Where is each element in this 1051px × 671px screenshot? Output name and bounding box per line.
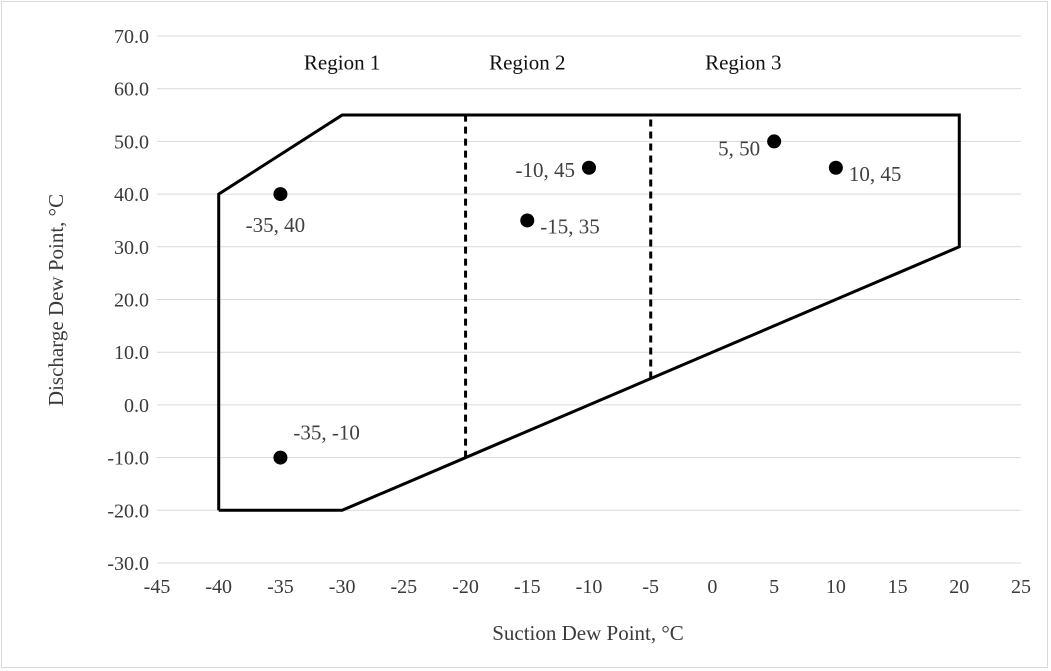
x-tick-label: -15 bbox=[514, 576, 541, 598]
y-tick-label: 40.0 bbox=[114, 184, 149, 206]
x-tick-label: 10 bbox=[826, 576, 846, 598]
x-tick-label: -25 bbox=[391, 576, 418, 598]
x-tick-label: 20 bbox=[949, 576, 969, 598]
y-tick-label: 70.0 bbox=[114, 26, 149, 48]
data-point bbox=[520, 213, 535, 228]
y-tick-label: -20.0 bbox=[107, 500, 149, 522]
x-tick-label: 0 bbox=[707, 576, 717, 598]
y-tick-label: 60.0 bbox=[114, 79, 149, 101]
x-tick-label: -45 bbox=[144, 576, 171, 598]
y-tick-label: 20.0 bbox=[114, 290, 149, 312]
x-tick-label: -20 bbox=[452, 576, 479, 598]
data-point-label: -35, 40 bbox=[246, 213, 306, 237]
y-tick-label: 10.0 bbox=[114, 342, 149, 364]
region-dividers bbox=[464, 115, 653, 458]
data-point bbox=[828, 160, 843, 175]
region-label: Region 3 bbox=[705, 50, 781, 74]
envelope bbox=[217, 113, 961, 512]
y-tick-label: 50.0 bbox=[114, 131, 149, 153]
data-point-label: -35, -10 bbox=[293, 421, 360, 445]
x-tick-label: -40 bbox=[205, 576, 232, 598]
x-tick-label: -5 bbox=[642, 576, 659, 598]
x-tick-label: 25 bbox=[1011, 576, 1031, 598]
x-tick-label: 5 bbox=[769, 576, 779, 598]
region-label: Region 2 bbox=[489, 50, 565, 74]
data-point-label: 5, 50 bbox=[718, 136, 760, 160]
data-point bbox=[767, 134, 782, 149]
x-axis-title: Suction Dew Point, °C bbox=[492, 621, 684, 645]
data-point bbox=[273, 187, 288, 202]
x-tick-label: -10 bbox=[576, 576, 603, 598]
data-point bbox=[582, 160, 596, 175]
region-labels: Region 1 Region 2 Region 3 bbox=[304, 50, 782, 74]
data-point-label: -10, 45 bbox=[516, 158, 576, 182]
y-axis-title: Discharge Dew Point, °C bbox=[44, 194, 68, 406]
x-tick-label: -35 bbox=[267, 576, 294, 598]
region-label: Region 1 bbox=[304, 50, 380, 74]
x-axis-ticks: -45 -40 -35 -30 -25 -20 -15 -10 -5 0 5 10 15 20 25 bbox=[144, 576, 1031, 598]
y-tick-label: -30.0 bbox=[107, 553, 149, 575]
data-point bbox=[273, 450, 288, 465]
y-tick-label: -10.0 bbox=[107, 448, 149, 470]
data-point-label: 10, 45 bbox=[849, 162, 902, 186]
y-axis-ticks: -30.0 -20.0 -10.0 0.0 10.0 20.0 30.0 40.0 50.0 60… bbox=[107, 26, 149, 575]
x-tick-label: -30 bbox=[329, 576, 356, 598]
data-point-label: -15, 35 bbox=[540, 214, 600, 238]
x-tick-label: 15 bbox=[888, 576, 908, 598]
y-tick-label: 0.0 bbox=[124, 395, 149, 417]
envelope-line bbox=[217, 113, 961, 512]
y-tick-label: 30.0 bbox=[114, 237, 149, 259]
data-points: -35, 40 -35, -10 -15, 35 -10, 45 5, 50 10, 45 bbox=[246, 134, 902, 465]
